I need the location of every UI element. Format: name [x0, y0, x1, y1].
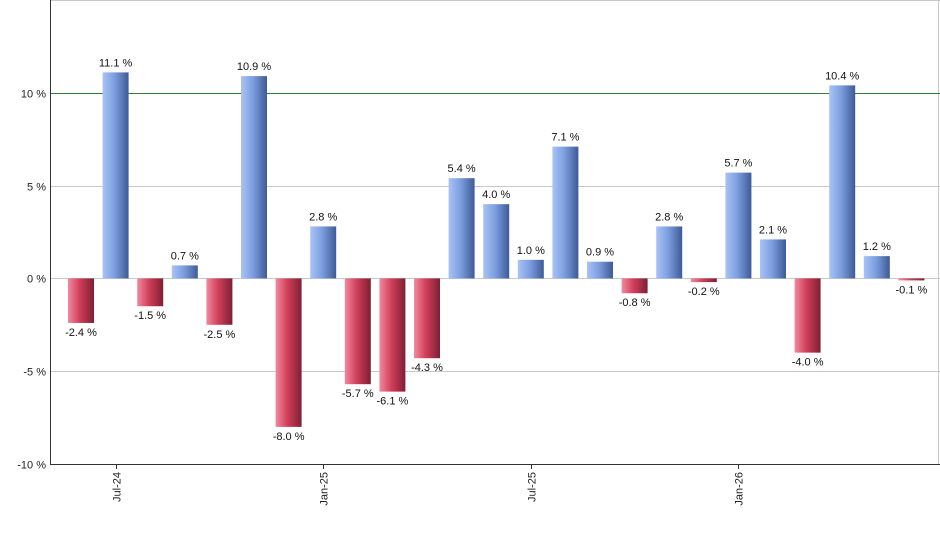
bar-positive: [552, 146, 579, 279]
bar-positive: [171, 265, 198, 279]
data-label: 1.0 %: [517, 245, 545, 257]
data-label: 10.4 %: [825, 70, 859, 82]
data-label: 0.9 %: [586, 247, 614, 259]
bar-negative: [344, 278, 371, 385]
data-label: 1.2 %: [863, 241, 891, 253]
data-label: 11.1 %: [99, 57, 133, 69]
data-label: 2.1 %: [759, 224, 787, 236]
bar-negative: [690, 278, 717, 283]
data-label: -0.1 %: [896, 284, 928, 296]
data-label: 0.7 %: [171, 250, 199, 262]
data-label: -0.8 %: [619, 297, 651, 309]
bar-negative: [898, 278, 925, 281]
y-tick-label: -5 %: [23, 367, 46, 379]
data-label: 5.4 %: [448, 163, 476, 175]
bar-negative: [137, 278, 164, 307]
data-label: -5.7 %: [342, 388, 374, 400]
data-label: 7.1 %: [551, 132, 579, 144]
y-tick-label: 5 %: [27, 182, 46, 194]
bar-negative: [275, 278, 302, 427]
data-label: -0.2 %: [688, 286, 720, 298]
x-tick-label: Jul-24: [112, 472, 124, 502]
bar-positive: [725, 172, 752, 279]
data-label: -6.1 %: [377, 396, 409, 408]
bar-negative: [621, 278, 648, 294]
data-label: -4.3 %: [411, 362, 443, 374]
x-tick-label: Jan-25: [319, 472, 331, 506]
bar-negative: [379, 278, 406, 392]
bar-positive: [863, 256, 890, 279]
bar-positive: [656, 226, 683, 279]
x-tick-label: Jan-26: [734, 472, 746, 506]
bar-positive: [517, 259, 544, 279]
data-label: -2.4 %: [65, 327, 97, 339]
bar-positive: [483, 204, 510, 279]
bar-positive: [587, 261, 613, 279]
bar-negative: [414, 278, 440, 359]
data-label: -4.0 %: [792, 357, 824, 369]
bar-positive: [241, 76, 267, 279]
bar-positive: [760, 239, 786, 279]
data-label: -8.0 %: [273, 431, 305, 443]
bar-positive: [829, 85, 856, 279]
y-tick-label: 10 %: [21, 89, 46, 101]
data-label: 5.7 %: [724, 158, 752, 170]
x-tick-label: Jul-25: [527, 472, 539, 502]
axes: 10 % 5 % 0 % -5 % -10 % Jul-24 Jan-25 Jul-25 Jan…: [17, 0, 940, 506]
bar-positive: [102, 72, 129, 279]
data-label: -1.5 %: [134, 310, 166, 322]
data-label: 10.9 %: [237, 61, 271, 73]
bar-negative: [68, 278, 94, 323]
data-label: 2.8 %: [655, 211, 683, 223]
data-labels: -2.4 % 11.1 % -1.5 % 0.7 % -2.5 % 10.9 % -8.0 …: [65, 57, 927, 442]
y-tick-label: -10 %: [17, 460, 46, 472]
y-tick-label: 0 %: [27, 274, 46, 286]
bar-positive: [310, 226, 337, 279]
bar-positive: [448, 178, 475, 279]
bar-negative: [206, 278, 233, 325]
bars: [68, 72, 925, 427]
data-label: 2.8 %: [309, 211, 337, 223]
bar-negative: [794, 278, 821, 353]
data-label: 4.0 %: [482, 189, 510, 201]
data-label: -2.5 %: [204, 329, 236, 341]
